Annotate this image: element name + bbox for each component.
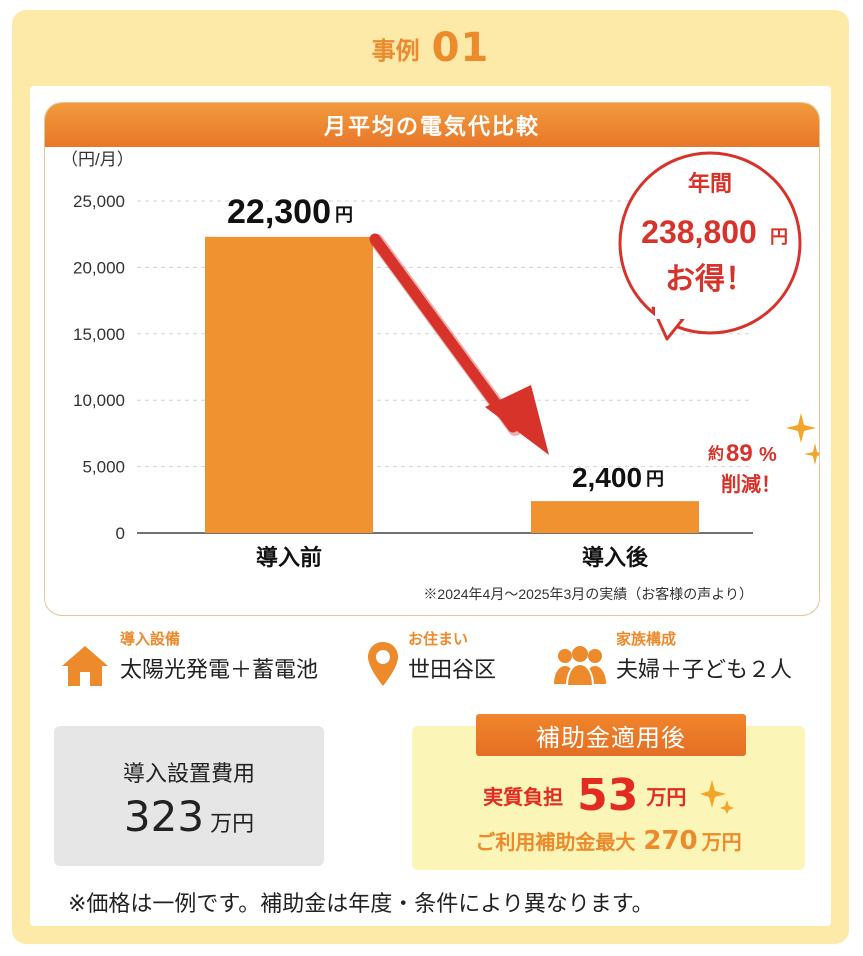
bubble-amount: 238,800 bbox=[641, 214, 757, 250]
info-residence: お住まい 世田谷区 bbox=[366, 626, 516, 696]
net-cost-value: 53 bbox=[577, 770, 639, 821]
bar-after bbox=[531, 501, 699, 533]
net-cost-unit: 万円 bbox=[646, 785, 687, 809]
x-category-label: 導入後 bbox=[582, 545, 649, 570]
bubble-unit: 円 bbox=[770, 227, 788, 247]
subsidy-box: 補助金適用後 実質負担 53 万円 ご利用補助金最大 270 万円 bbox=[412, 714, 805, 870]
reduction-suffix: % bbox=[759, 444, 777, 466]
max-subsidy-line: ご利用補助金最大 270 万円 bbox=[412, 826, 805, 856]
info-label: お住まい bbox=[408, 630, 469, 648]
info-value: 夫婦＋子ども２人 bbox=[616, 658, 793, 683]
info-equipment: 導入設備 太陽光発電＋蓄電池 bbox=[60, 626, 330, 696]
bar-value-unit: 円 bbox=[335, 205, 353, 225]
bar-value-unit: 円 bbox=[646, 469, 664, 489]
cost-unit: 万円 bbox=[210, 812, 255, 837]
family-icon bbox=[554, 646, 606, 686]
reduction-line2: 削減！ bbox=[721, 472, 781, 496]
x-category-label: 導入前 bbox=[256, 545, 322, 570]
decrease-arrow-icon bbox=[369, 233, 549, 455]
subsidy-tag: 補助金適用後 bbox=[476, 714, 746, 756]
bar-value-label: 2,400 bbox=[572, 462, 642, 493]
info-value: 世田谷区 bbox=[408, 658, 497, 683]
bubble-line3: お得！ bbox=[665, 263, 755, 296]
case-label: 事例 bbox=[371, 36, 420, 65]
source-note: ※2024年4月～2025年3月の実績（お客様の声より） bbox=[423, 586, 753, 602]
max-subsidy-unit: 万円 bbox=[701, 830, 742, 854]
case-content: 月平均の電気代比較 0 5,000 10,000 15,000 20,000 25,000… bbox=[30, 86, 831, 926]
map-pin-icon bbox=[368, 642, 398, 686]
bar-before bbox=[205, 236, 373, 533]
info-family: 家族構成 夫婦＋子ども２人 bbox=[554, 626, 814, 696]
reduction-value: 89 bbox=[726, 440, 753, 467]
max-subsidy-label: ご利用補助金最大 bbox=[475, 830, 636, 854]
reduction-label: 約 89 % 削減！ bbox=[708, 440, 781, 496]
y-axis-unit: （円/月） bbox=[61, 150, 134, 169]
chart-panel: 月平均の電気代比較 0 5,000 10,000 15,000 20,000 25,000… bbox=[44, 102, 820, 616]
info-row: 導入設備 太陽光発電＋蓄電池 お住まい 世田谷区 bbox=[30, 626, 831, 696]
y-tick-label: 15,000 bbox=[73, 325, 125, 344]
chart-title: 月平均の電気代比較 bbox=[45, 103, 819, 147]
net-cost-line: 実質負担 53 万円 bbox=[412, 770, 805, 821]
y-tick-label: 20,000 bbox=[73, 258, 125, 277]
info-value: 太陽光発電＋蓄電池 bbox=[120, 658, 319, 683]
y-tick-label: 5,000 bbox=[82, 458, 125, 477]
net-cost-label: 実質負担 bbox=[483, 785, 564, 809]
info-label: 導入設備 bbox=[120, 630, 181, 648]
savings-bubble: 年間 238,800 円 お得！ bbox=[618, 151, 802, 341]
cost-box: 導入設置費用 323 万円 bbox=[54, 726, 324, 866]
bar-value-label: 22,300 bbox=[227, 193, 331, 231]
bubble-line1: 年間 bbox=[688, 171, 732, 196]
sparkle-icon bbox=[699, 779, 734, 814]
y-tick-label: 25,000 bbox=[73, 192, 125, 211]
cost-label: 導入設置費用 bbox=[122, 762, 255, 787]
max-subsidy-value: 270 bbox=[643, 826, 698, 856]
y-tick-label: 0 bbox=[116, 524, 125, 543]
cost-amount: 323 万円 bbox=[54, 792, 324, 841]
house-icon bbox=[62, 646, 108, 686]
case-title: 事例 01 bbox=[12, 10, 849, 86]
reduction-prefix: 約 bbox=[708, 444, 724, 463]
case-card: 事例 01 月平均の電気代比較 0 5,000 10,000 15,000 20,000… bbox=[12, 10, 849, 944]
sparkle-icon bbox=[786, 413, 819, 465]
y-tick-label: 10,000 bbox=[73, 391, 125, 410]
cost-value: 323 bbox=[123, 792, 205, 841]
case-number: 01 bbox=[431, 25, 490, 71]
info-label: 家族構成 bbox=[616, 630, 677, 648]
price-note: ※価格は一例です。補助金は年度・条件により異なります。 bbox=[68, 892, 654, 917]
